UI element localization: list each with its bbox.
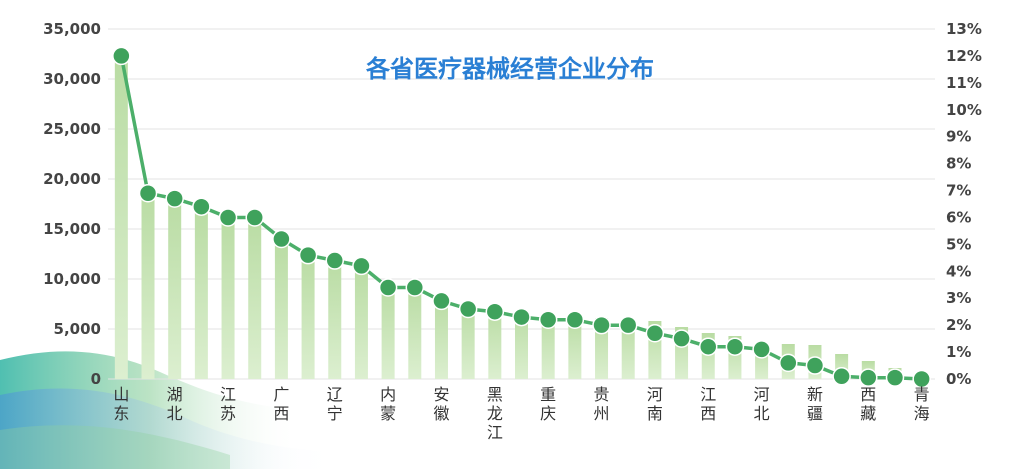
line-point <box>832 367 851 386</box>
line-point <box>192 197 211 216</box>
category-label: 湖北 <box>167 385 183 423</box>
category-label: 青海 <box>914 385 930 423</box>
line-point <box>672 329 691 348</box>
line-point <box>698 337 718 356</box>
left-tick-label: 10,000 <box>43 270 101 288</box>
left-tick-label: 0 <box>91 370 101 388</box>
right-tick-label: 6% <box>946 208 971 226</box>
bar <box>301 254 315 379</box>
category-label: 河北 <box>754 385 770 423</box>
bar-series <box>114 56 929 379</box>
line-point <box>325 251 345 270</box>
right-tick-label: 11% <box>946 74 982 92</box>
bar <box>515 311 528 379</box>
bar <box>621 320 635 379</box>
category-label: 重庆 <box>540 385 556 423</box>
line-point <box>432 291 451 311</box>
bar <box>408 286 422 379</box>
bar <box>274 239 288 379</box>
percentage-line-series <box>112 46 931 389</box>
chart-title: 各省医疗器械经营企业分布 <box>365 55 654 83</box>
category-label: 黑龙江 <box>487 385 503 442</box>
category-label: 安徽 <box>433 385 449 423</box>
line-point <box>565 310 585 330</box>
right-tick-label: 10% <box>946 101 982 119</box>
bar <box>248 216 262 379</box>
left-tick-label: 30,000 <box>43 70 101 88</box>
category-label: 贵州 <box>594 385 610 423</box>
line-point <box>779 353 798 373</box>
category-label: 新疆 <box>807 385 823 423</box>
category-label: 广西 <box>273 385 289 423</box>
line-point <box>165 189 184 208</box>
bar <box>541 314 555 379</box>
right-tick-label: 13% <box>946 20 982 38</box>
line-point <box>485 302 505 321</box>
left-tick-label: 20,000 <box>43 170 101 188</box>
line-point <box>245 208 264 227</box>
line-point <box>752 340 771 359</box>
right-tick-label: 7% <box>946 182 971 200</box>
line-point <box>592 315 611 335</box>
decorative-wave <box>0 351 340 469</box>
line-point <box>138 183 158 203</box>
right-tick-label: 4% <box>946 262 971 280</box>
right-tick-label: 5% <box>946 235 971 253</box>
right-tick-label: 12% <box>946 47 982 65</box>
right-tick-label: 1% <box>946 343 971 361</box>
bar <box>221 216 235 379</box>
bar <box>461 304 475 379</box>
left-tick-label: 35,000 <box>43 20 101 38</box>
line-point <box>512 307 531 327</box>
line-point <box>859 368 878 387</box>
category-label: 内蒙 <box>380 385 396 423</box>
line-point <box>378 278 398 297</box>
bar <box>488 308 502 379</box>
category-label: 辽宁 <box>327 385 343 423</box>
line-point <box>405 278 425 297</box>
category-label: 河南 <box>647 385 663 423</box>
bar <box>114 56 128 379</box>
line-point <box>618 315 638 335</box>
left-tick-label: 15,000 <box>43 220 101 238</box>
bar <box>168 197 182 379</box>
right-tick-label: 8% <box>946 155 971 173</box>
category-label: 江西 <box>700 385 716 423</box>
line-point <box>298 245 318 265</box>
line-point <box>805 356 825 375</box>
category-label: 江苏 <box>220 385 236 423</box>
category-label: 西藏 <box>860 385 876 423</box>
bar <box>434 298 448 379</box>
right-tick-label: 3% <box>946 289 971 307</box>
line-point <box>272 229 291 249</box>
line-point <box>218 208 238 227</box>
bar <box>354 266 368 379</box>
line-point <box>458 299 478 319</box>
line-point <box>885 368 905 387</box>
bar <box>328 259 342 379</box>
bar <box>141 191 155 379</box>
line-point <box>912 369 931 389</box>
right-tick-label: 2% <box>946 316 971 334</box>
right-tick-label: 0% <box>946 370 971 388</box>
line-point <box>645 323 665 343</box>
line-point <box>112 46 131 66</box>
right-tick-label: 9% <box>946 128 971 146</box>
left-tick-label: 25,000 <box>43 120 101 138</box>
line-point <box>352 256 371 276</box>
bar <box>381 285 395 379</box>
right-y-axis: 0% 1% 2% 3% 4% 5% 6% 7% 8% 9% 10% 11% 12% 13% <box>946 20 982 388</box>
line-point <box>538 310 558 330</box>
left-y-axis: 0 5,000 10,000 15,000 20,000 25,000 30,000 35,0… <box>43 20 101 388</box>
left-tick-label: 5,000 <box>54 320 101 338</box>
bar <box>568 317 582 379</box>
bar <box>194 207 208 379</box>
line-point <box>725 337 745 356</box>
category-label: 山东 <box>113 385 129 423</box>
